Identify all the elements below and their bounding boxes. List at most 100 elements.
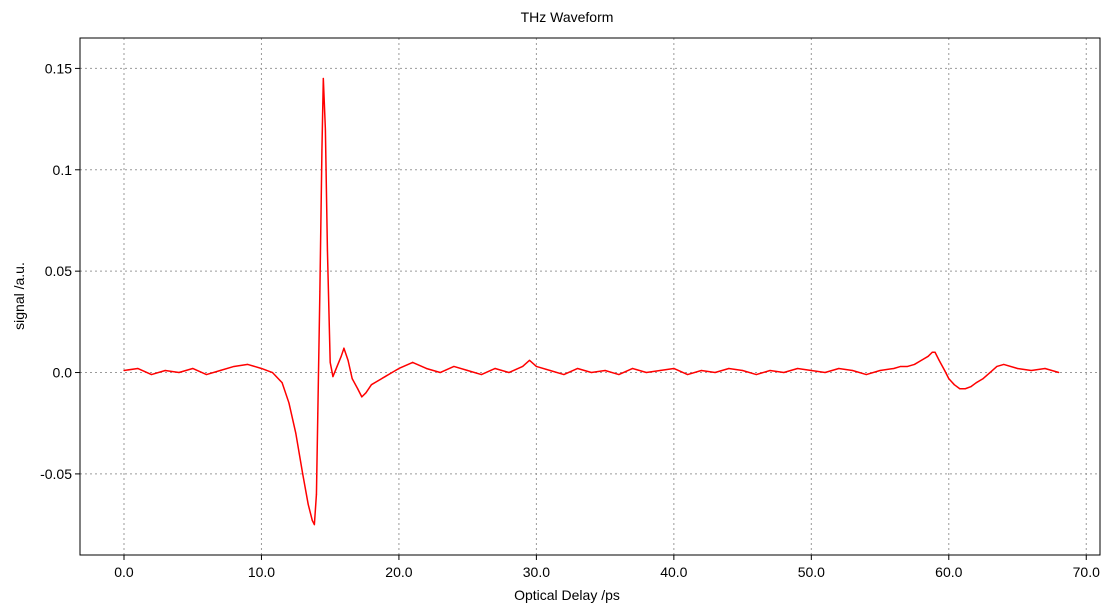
data-point: [365, 392, 367, 394]
data-point: [989, 371, 991, 374]
data-point: [326, 250, 329, 252]
x-tick-label: 60.0: [935, 564, 962, 580]
y-tick-label: -0.05: [40, 466, 72, 482]
data-point: [590, 371, 592, 374]
data-point: [317, 412, 319, 414]
data-point: [205, 373, 208, 376]
data-point: [522, 365, 524, 368]
data-point: [453, 365, 455, 368]
x-tick-label: 70.0: [1073, 564, 1100, 580]
plot-frame: [79, 37, 1101, 556]
data-point: [970, 386, 972, 388]
data-point: [340, 355, 342, 357]
data-point: [838, 367, 840, 370]
data-point: [934, 351, 936, 353]
data-point: [271, 371, 274, 374]
data-point: [295, 432, 297, 434]
data-point: [370, 384, 373, 386]
grid-layer: [80, 38, 1100, 555]
x-tick-label: 20.0: [385, 564, 412, 580]
y-tick-label: 0.1: [53, 162, 73, 178]
data-point: [351, 378, 353, 380]
x-tick-label: 10.0: [248, 564, 275, 580]
data-point: [700, 369, 702, 372]
data-point: [281, 382, 283, 384]
y-axis-label: signal /a.u.: [11, 262, 27, 330]
data-point: [755, 373, 757, 376]
data-point: [728, 367, 730, 370]
data-point: [996, 365, 998, 368]
data-point: [313, 523, 315, 526]
data-point: [982, 378, 984, 380]
data-point: [577, 367, 579, 370]
data-point: [164, 369, 166, 372]
x-axis-ticks: 0.0 10.0 20.0 30.0 40.0 50.0 60.0 70.0: [114, 555, 1100, 580]
data-point: [893, 367, 895, 370]
data-point: [931, 351, 933, 353]
data-point: [714, 371, 716, 374]
data-point: [953, 384, 955, 386]
data-point: [959, 388, 961, 390]
data-point: [307, 503, 309, 505]
data-point: [906, 365, 909, 368]
data-point: [178, 371, 180, 374]
data-point: [900, 365, 902, 368]
data-point: [467, 369, 469, 372]
y-tick-label: 0.05: [45, 263, 72, 279]
data-point: [425, 367, 428, 370]
x-tick-label: 0.0: [114, 564, 134, 580]
data-point: [1003, 363, 1005, 366]
data-point: [1044, 367, 1046, 370]
data-point: [975, 382, 977, 384]
data-point: [347, 359, 349, 361]
data-point: [332, 375, 334, 378]
data-point: [343, 347, 345, 349]
x-tick-label: 50.0: [798, 564, 825, 580]
data-point: [632, 367, 634, 370]
data-point: [247, 363, 249, 366]
data-point: [439, 371, 441, 374]
data-point: [1058, 371, 1060, 374]
data-point: [384, 375, 386, 378]
data-point: [948, 378, 950, 380]
data-point: [938, 359, 940, 361]
data-point: [741, 369, 744, 372]
data-point: [659, 369, 661, 372]
data-point: [964, 388, 966, 390]
data-point: [398, 367, 400, 370]
x-axis-label: Optical Delay /ps: [514, 587, 620, 603]
y-tick-label: 0.15: [45, 60, 72, 76]
series-line-0: [123, 77, 1059, 526]
data-point: [288, 402, 290, 404]
data-point: [260, 367, 263, 370]
data-point: [480, 373, 482, 376]
data-point: [618, 373, 620, 376]
data-point: [913, 363, 916, 366]
data-point: [920, 359, 922, 361]
chart-title: THz Waveform: [521, 9, 614, 25]
data-point: [319, 290, 321, 293]
data-point: [865, 373, 867, 376]
data-point: [673, 367, 675, 370]
data-point: [927, 355, 929, 357]
data-point: [233, 365, 235, 368]
data-point: [494, 367, 496, 370]
series-layer: [123, 77, 1060, 526]
data-point: [824, 371, 826, 374]
data-point: [302, 473, 304, 475]
data-point: [879, 369, 881, 372]
data-point: [549, 369, 551, 372]
data-point: [137, 367, 139, 370]
data-point: [604, 369, 606, 372]
data-point: [1030, 369, 1032, 372]
data-point: [322, 77, 324, 80]
data-point: [377, 380, 379, 382]
data-point: [357, 388, 359, 390]
x-tick-label: 40.0: [660, 564, 687, 580]
data-point: [535, 365, 537, 368]
data-point: [851, 369, 854, 372]
data-point: [810, 369, 812, 372]
y-axis-ticks: -0.05 0.0 0.05 0.1 0.15: [40, 60, 80, 482]
data-point: [944, 369, 946, 372]
